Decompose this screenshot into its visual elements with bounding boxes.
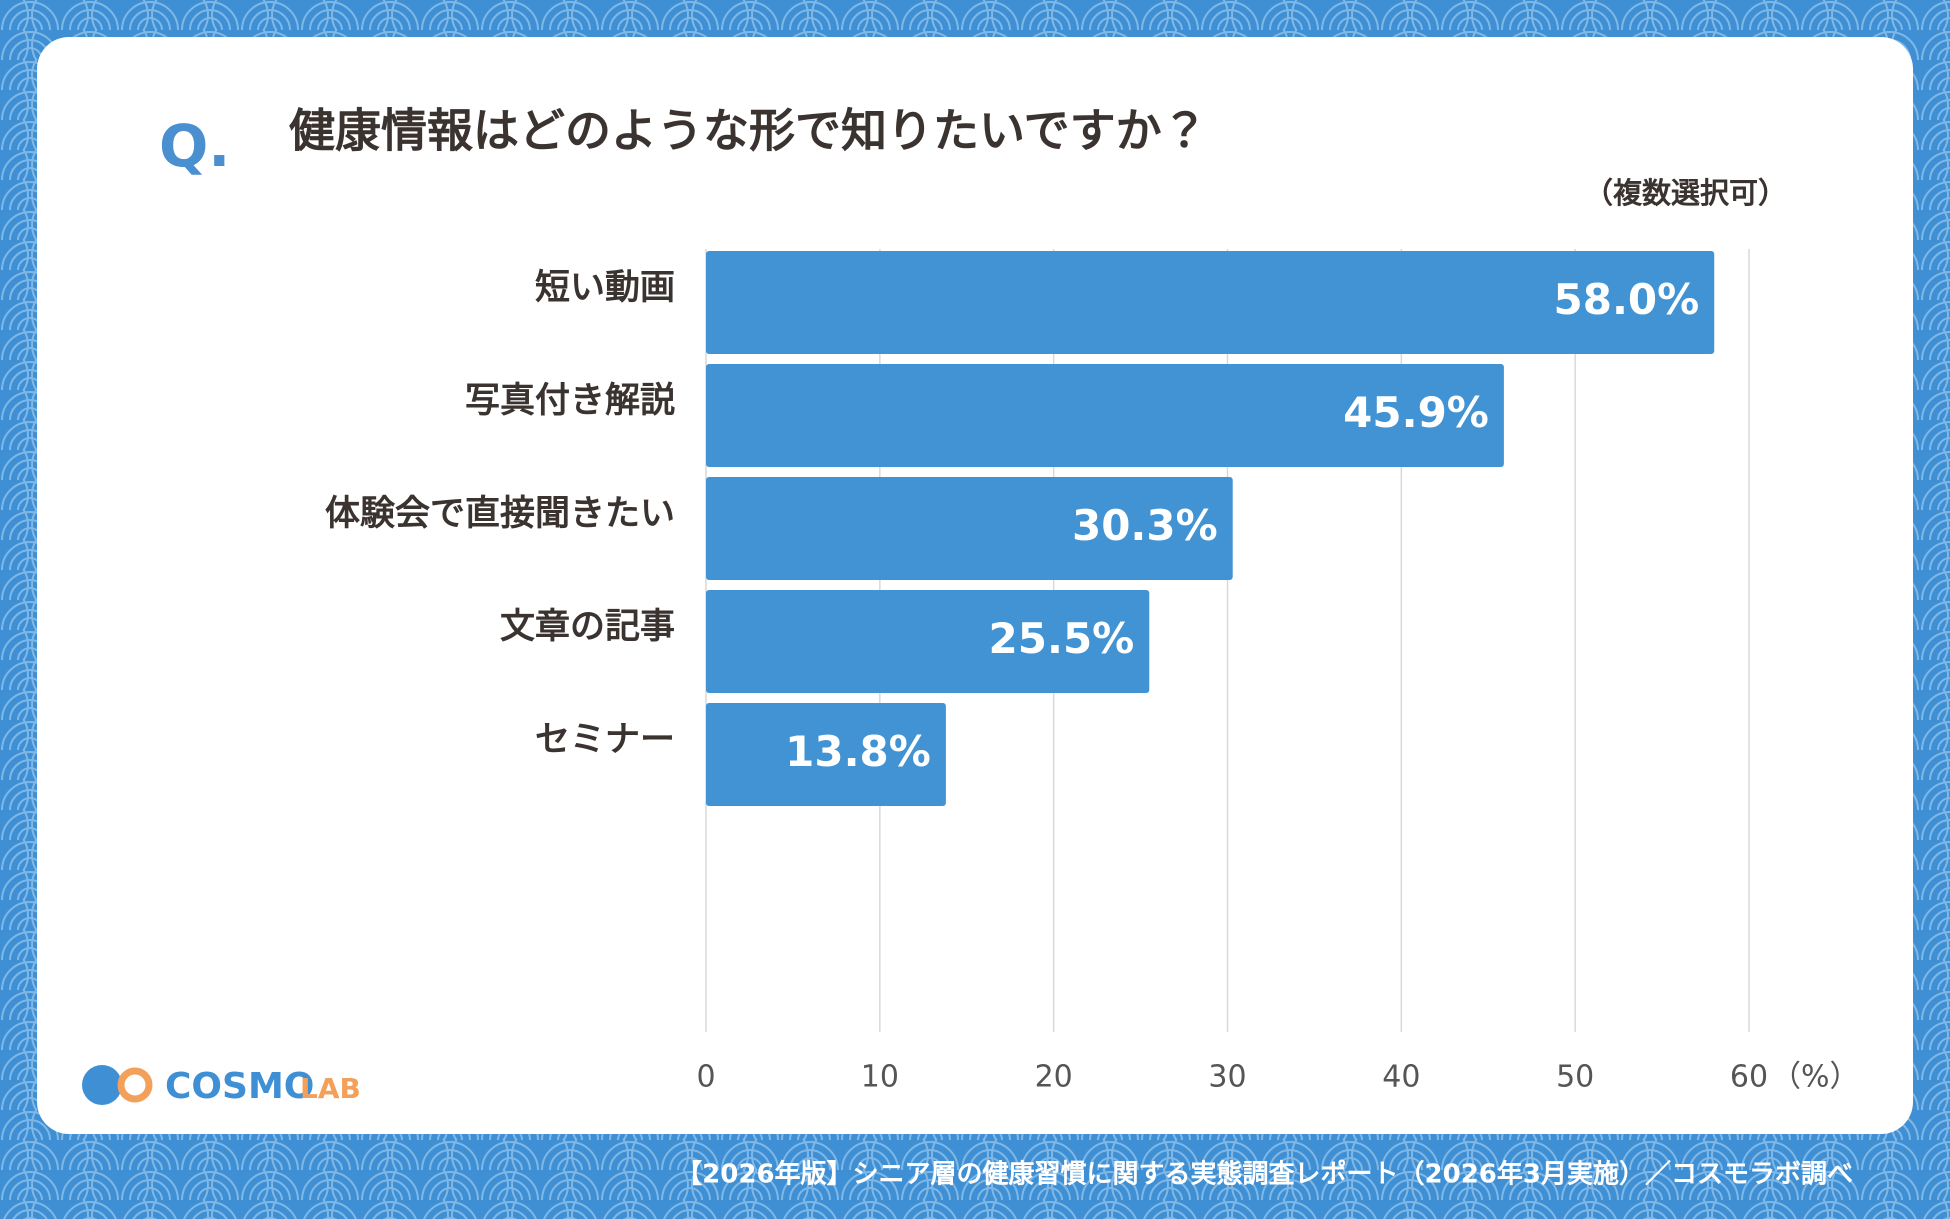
bar	[706, 703, 946, 806]
question-mark: Q.	[159, 112, 230, 180]
value-label: 45.9%	[1343, 388, 1489, 437]
category-label: セミナー	[535, 720, 675, 760]
value-label: 13.8%	[785, 727, 931, 776]
value-label: 58.0%	[1554, 275, 1700, 324]
category-label: 文章の記事	[500, 607, 675, 647]
x-tick-label: 0	[696, 1060, 715, 1095]
logo-brand: COSMO	[165, 1066, 314, 1107]
category-label: 写真付き解説	[465, 381, 675, 421]
subtitle: （複数選択可）	[1584, 176, 1787, 210]
x-tick-label: 30	[1208, 1060, 1246, 1095]
x-tick-label: 20	[1035, 1060, 1073, 1095]
bar	[706, 590, 1150, 693]
logo-icon	[82, 1065, 122, 1105]
bar	[706, 251, 1715, 354]
x-tick-label: 10	[861, 1060, 899, 1095]
chart-title: 健康情報はどのような形で知りたいですか？	[289, 104, 1208, 158]
footer: 【2026年版】シニア層の健康習慣に関する実態調査レポート（2026年3月実施）…	[676, 1159, 1853, 1190]
x-unit: （%）	[1771, 1060, 1860, 1095]
category-label: 短い動画	[535, 268, 675, 308]
category-label: 体験会で直接聞きたい	[325, 494, 675, 534]
value-label: 25.5%	[989, 614, 1135, 663]
bar	[706, 477, 1233, 580]
bar	[706, 364, 1504, 467]
logo-icon	[117, 1067, 153, 1103]
x-tick-label: 50	[1556, 1060, 1594, 1095]
logo: COSMO LAB	[82, 1065, 361, 1107]
x-tick-label: 60	[1730, 1060, 1768, 1095]
logo-sub: LAB	[300, 1072, 361, 1105]
x-tick-label: 40	[1382, 1060, 1420, 1095]
plot: 0 10 20 30 40 50 60 （%） 短い動画 58.0% 写真付き解説 45.9% 体験会で…	[325, 249, 1860, 1095]
value-label: 30.3%	[1072, 501, 1218, 550]
